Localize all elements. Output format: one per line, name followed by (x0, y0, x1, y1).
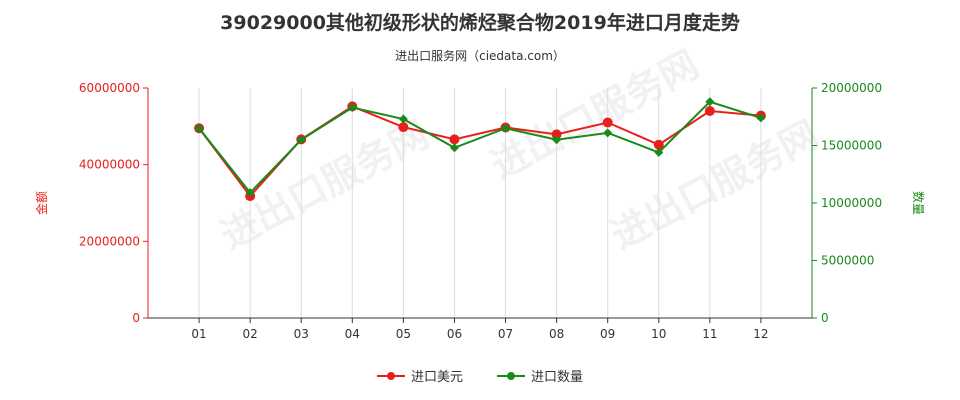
series-0-point (602, 117, 613, 128)
series-1-point (552, 135, 562, 145)
series-1-point (449, 143, 459, 153)
chart-subtitle: 进出口服务网（ciedata.com） (395, 49, 565, 63)
series-1-point (603, 128, 613, 138)
y-left-tick-label: 20000000 (79, 234, 140, 248)
x-tick-label: 07 (498, 327, 513, 341)
y-left-tick-label: 60000000 (79, 81, 140, 95)
x-tick-label: 05 (396, 327, 411, 341)
series-1-point (398, 114, 408, 124)
series-0-point (653, 139, 664, 150)
y-right-tick-label: 10000000 (821, 196, 882, 210)
y-right-axis-title: 数量 (911, 191, 926, 215)
watermark-text: 进出口服务网 (214, 112, 436, 258)
x-tick-label: 06 (447, 327, 462, 341)
series-1-point (501, 123, 511, 133)
watermark-text: 进出口服务网 (604, 112, 826, 258)
x-tick-label: 08 (549, 327, 564, 341)
x-tick-label: 09 (600, 327, 615, 341)
series-0-point (449, 134, 460, 145)
y-right-tick-label: 5000000 (821, 254, 874, 268)
x-tick-label: 11 (702, 327, 717, 341)
series-1-point (245, 188, 255, 198)
x-tick-label: 04 (345, 327, 360, 341)
legend-line-usd (376, 371, 405, 380)
series-1-point (654, 147, 664, 157)
series-1-point (296, 135, 306, 145)
y-left-tick-label: 40000000 (79, 158, 140, 172)
legend-item-qty[interactable]: 进口数量 (497, 366, 583, 385)
y-right-tick-label: 20000000 (821, 81, 882, 95)
chart-title: 39029000其他初级形状的烯烃聚合物2019年进口月度走势 (220, 12, 740, 34)
legend-label-qty: 进口数量 (531, 370, 584, 385)
x-tick-label: 10 (651, 327, 666, 341)
x-tick-label: 02 (243, 327, 258, 341)
legend-line-qty (497, 371, 525, 380)
x-tick-label: 12 (753, 327, 768, 341)
y-right-tick-label: 15000000 (821, 139, 882, 153)
series-0-point (551, 129, 562, 140)
series-1-point (194, 123, 204, 133)
series-1-point (705, 97, 715, 107)
x-tick-label: 01 (191, 327, 206, 341)
series-line-1 (198, 100, 762, 195)
x-tick-label: 03 (294, 327, 309, 341)
watermark-text: 进出口服务网 (484, 42, 706, 188)
series-1-point (347, 103, 357, 113)
legend-item-usd[interactable]: 进口美元 (376, 366, 463, 385)
series-0-point (704, 106, 715, 116)
y-left-axis-title: 金额 (34, 191, 49, 215)
chart-legend: 进口美元 进口数量 (0, 366, 960, 385)
series-0-point (398, 122, 409, 133)
y-right-tick-label: 0 (821, 311, 829, 325)
legend-label-usd: 进口美元 (410, 370, 463, 385)
series-1-point (756, 113, 766, 123)
y-left-tick-label: 0 (132, 311, 140, 325)
